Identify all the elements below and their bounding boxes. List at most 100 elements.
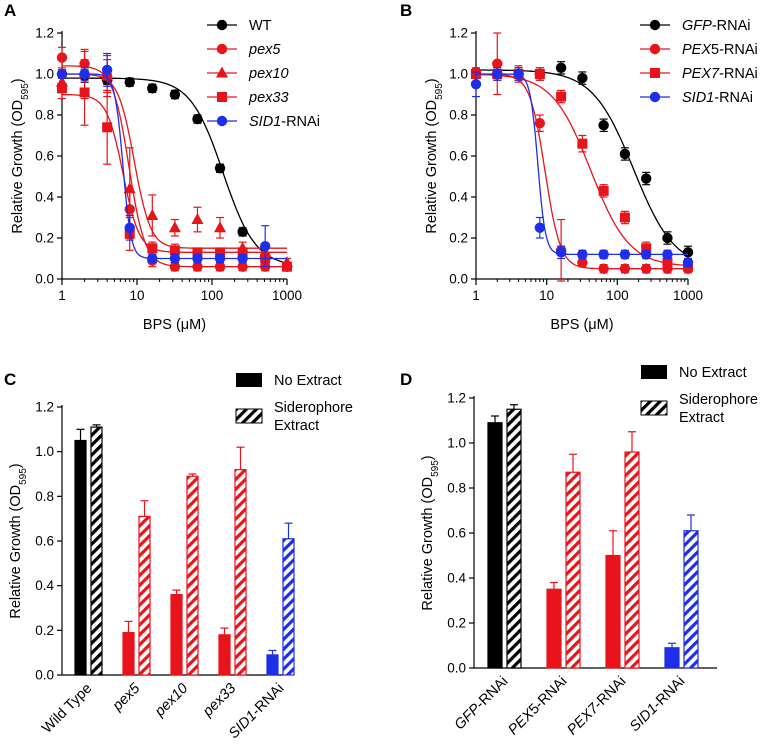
a-y-axis-label-end: ) bbox=[10, 78, 26, 83]
a-y-tick-label: 1.0 bbox=[35, 67, 54, 82]
c-bar bbox=[138, 515, 151, 676]
a-y-tick-label: 0.2 bbox=[35, 231, 54, 246]
a-legend-label-italic: SID1 bbox=[249, 114, 281, 130]
b-data-point bbox=[577, 249, 588, 260]
b-y-tick-label: 1.0 bbox=[449, 67, 468, 82]
b-x-tick-label: 100 bbox=[606, 288, 629, 303]
b-data-point bbox=[662, 232, 673, 244]
b-y-tick-label: 0.8 bbox=[449, 108, 468, 123]
b-data-point bbox=[598, 249, 609, 260]
b-data-point bbox=[640, 173, 652, 184]
a-legend-label: pex10 bbox=[248, 66, 289, 82]
b-legend-label: SID1-RNAi bbox=[682, 90, 753, 106]
panel-letter-b: B bbox=[400, 1, 412, 20]
d-category-label-plain: -RNAi bbox=[591, 674, 630, 713]
a-legend-label-plain: WT bbox=[249, 18, 272, 34]
c-group-3: pex33 bbox=[199, 446, 247, 720]
a-x-axis-label: BPS (μM) bbox=[143, 317, 206, 333]
a-x-tick-label: 100 bbox=[201, 288, 224, 303]
c-bar bbox=[122, 631, 135, 676]
c-group-2: pex10 bbox=[151, 473, 199, 720]
c-category-label: pex5 bbox=[109, 680, 144, 715]
a-data-point bbox=[169, 245, 180, 256]
b-y-tick-label: 0.0 bbox=[449, 272, 468, 287]
b-legend-label-plain: -RNAi bbox=[712, 18, 751, 34]
panel-d-bar-chart: 0.0 0.2 0.4 0.6 0.8 1.0 1.2 Relative Growth (OD… bbox=[420, 365, 758, 738]
b-fit-curve bbox=[476, 73, 688, 270]
b-data-point bbox=[577, 72, 588, 84]
c-bar bbox=[218, 634, 231, 676]
c-legend-label: Extract bbox=[274, 418, 319, 434]
b-legend-marker bbox=[649, 19, 661, 31]
a-data-point bbox=[79, 68, 90, 80]
b-data-point bbox=[577, 138, 588, 149]
a-data-point bbox=[124, 222, 135, 233]
a-data-point bbox=[237, 253, 248, 264]
b-legend-label-plain: 5-RNAi bbox=[711, 42, 758, 58]
b-series-0 bbox=[470, 61, 694, 260]
c-bar bbox=[74, 439, 87, 676]
b-data-point bbox=[640, 263, 652, 274]
c-legend-swatch-solid bbox=[236, 373, 262, 387]
b-y-tick-label: 0.4 bbox=[449, 190, 468, 205]
a-data-point bbox=[56, 52, 68, 63]
b-legend-label: PEX7-RNAi bbox=[682, 66, 758, 82]
c-bar bbox=[234, 468, 247, 676]
d-bar bbox=[664, 647, 680, 669]
a-legend-marker bbox=[217, 92, 227, 102]
b-data-point bbox=[470, 79, 482, 90]
c-bar bbox=[282, 538, 295, 676]
a-data-point bbox=[56, 68, 68, 80]
d-y-tick-label: 0.2 bbox=[447, 616, 466, 631]
c-bar bbox=[186, 475, 199, 676]
b-data-point bbox=[577, 257, 588, 268]
panel-c-bar-chart: 0.0 0.2 0.4 0.6 0.8 1.0 1.2 Relative Growth (OD… bbox=[8, 373, 353, 742]
c-y-axis-label-sub: 595 bbox=[18, 468, 29, 485]
b-data-point bbox=[598, 263, 609, 274]
a-y-tick-label: 0.4 bbox=[35, 190, 54, 205]
b-data-point bbox=[513, 68, 524, 80]
a-y-tick-label: 0.8 bbox=[35, 108, 54, 123]
b-data-point bbox=[492, 68, 503, 80]
c-legend-label: No Extract bbox=[274, 373, 342, 389]
d-y-axis-label-end: ) bbox=[420, 455, 436, 460]
a-data-point bbox=[237, 226, 248, 238]
b-data-point bbox=[640, 249, 652, 260]
b-x-axis-label: BPS (μM) bbox=[550, 317, 613, 333]
a-legend-marker bbox=[216, 43, 228, 55]
a-data-point bbox=[57, 83, 67, 94]
a-y-tick-label: 0.0 bbox=[35, 272, 54, 287]
b-y-tick-label: 0.2 bbox=[449, 231, 468, 246]
b-legend-label-italic: PEX bbox=[682, 42, 712, 58]
c-y-tick-label: 0.2 bbox=[35, 623, 54, 638]
c-y-axis-label: Relative Growth (OD595) bbox=[8, 463, 29, 618]
d-legend-label: Extract bbox=[679, 410, 724, 426]
a-legend-label: pex5 bbox=[248, 42, 281, 58]
b-legend-label-italic: GFP bbox=[682, 18, 712, 34]
b-data-point bbox=[556, 91, 567, 102]
d-y-tick-label: 0.4 bbox=[447, 571, 466, 586]
c-y-tick-label: 0.6 bbox=[35, 534, 54, 549]
a-data-point bbox=[259, 241, 271, 252]
d-bar bbox=[565, 471, 581, 669]
b-data-point bbox=[619, 148, 631, 160]
b-legend-label-plain: -RNAi bbox=[714, 90, 753, 106]
d-category-label-plain: -RNAi bbox=[473, 674, 512, 713]
a-data-point bbox=[147, 83, 158, 94]
c-y-tick-label: 0.0 bbox=[35, 668, 54, 683]
a-data-point bbox=[215, 247, 226, 258]
b-data-point bbox=[662, 257, 673, 268]
b-y-tick-label: 0.6 bbox=[449, 149, 468, 164]
a-data-point bbox=[169, 89, 181, 100]
c-legend-swatch-hatched bbox=[235, 408, 263, 424]
a-data-point bbox=[192, 247, 203, 258]
d-y-axis-label: Relative Growth (OD595) bbox=[420, 455, 441, 610]
panel-b-dose-response-chart: 0.0 0.2 0.4 0.6 0.8 1.0 1.2 1 10 100 1000 BPS (μM) R… bbox=[424, 18, 758, 333]
c-category-label: Wild Type bbox=[39, 681, 95, 737]
b-data-point bbox=[598, 120, 609, 131]
b-y-axis-label-end: ) bbox=[424, 78, 440, 83]
a-data-point bbox=[237, 261, 248, 272]
a-data-point bbox=[168, 221, 181, 233]
b-data-point bbox=[534, 118, 546, 129]
